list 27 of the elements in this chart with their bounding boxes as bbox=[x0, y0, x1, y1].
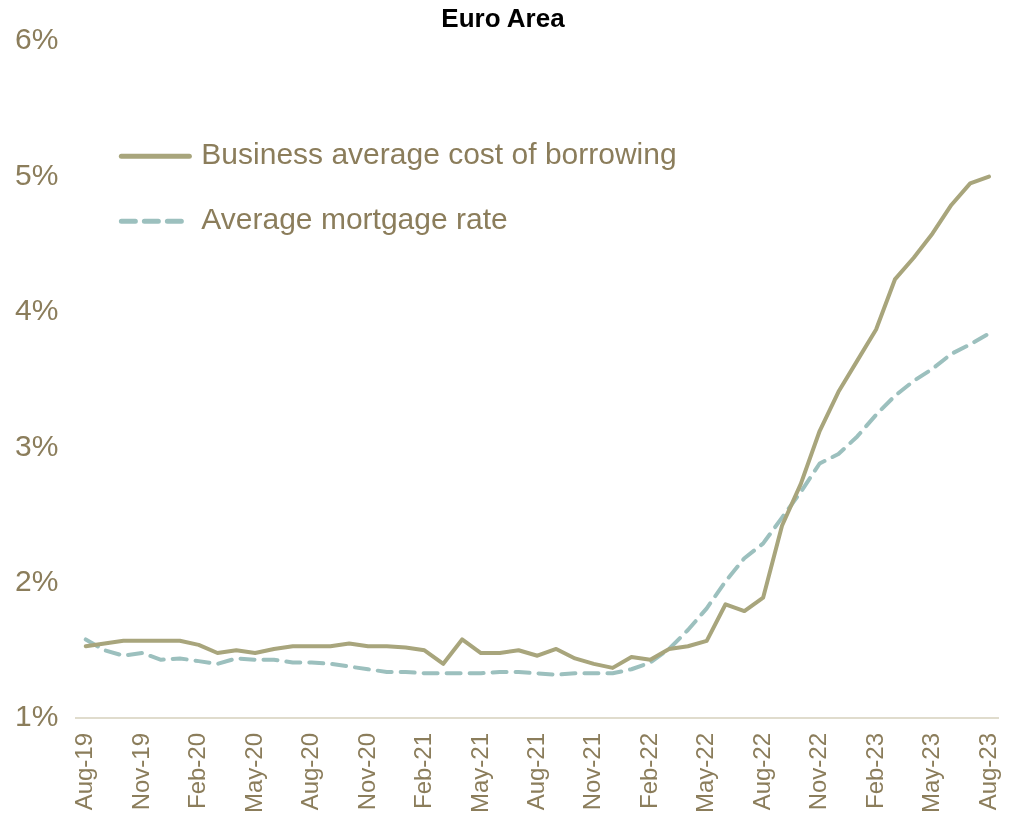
x-tick-label: Aug-21 bbox=[522, 732, 550, 811]
y-tick-label: 2% bbox=[15, 563, 59, 597]
x-tick-label: May-21 bbox=[465, 732, 493, 813]
x-tick-label: Aug-19 bbox=[70, 732, 98, 811]
x-tick-label: May-23 bbox=[917, 732, 945, 813]
x-tick-label: Feb-21 bbox=[409, 732, 437, 810]
legend-label: Average mortgage rate bbox=[201, 202, 508, 236]
x-tick-label: Aug-23 bbox=[973, 732, 1001, 811]
x-tick-label: Nov-22 bbox=[804, 732, 832, 811]
x-tick-label: Feb-20 bbox=[183, 732, 211, 810]
x-tick-label: Aug-22 bbox=[747, 732, 775, 811]
y-tick-label: 1% bbox=[15, 699, 59, 733]
y-tick-label: 6% bbox=[15, 22, 59, 56]
y-tick-label: 4% bbox=[15, 293, 59, 327]
y-tick-label: 5% bbox=[15, 157, 59, 191]
x-tick-label: Nov-21 bbox=[578, 732, 606, 811]
x-tick-label: Feb-22 bbox=[634, 732, 662, 810]
x-tick-label: Nov-20 bbox=[352, 732, 380, 811]
line-series bbox=[83, 331, 991, 677]
x-tick-label: Nov-19 bbox=[126, 732, 154, 811]
x-tick-label: Aug-20 bbox=[296, 732, 324, 811]
chart-title: Euro Area bbox=[441, 2, 566, 33]
x-tick-label: May-22 bbox=[691, 732, 719, 813]
legend-label: Business average cost of borrowing bbox=[201, 137, 677, 171]
x-tick-label: Feb-23 bbox=[860, 732, 888, 810]
y-tick-label: 3% bbox=[15, 428, 59, 462]
x-tick-label: May-20 bbox=[239, 732, 267, 813]
